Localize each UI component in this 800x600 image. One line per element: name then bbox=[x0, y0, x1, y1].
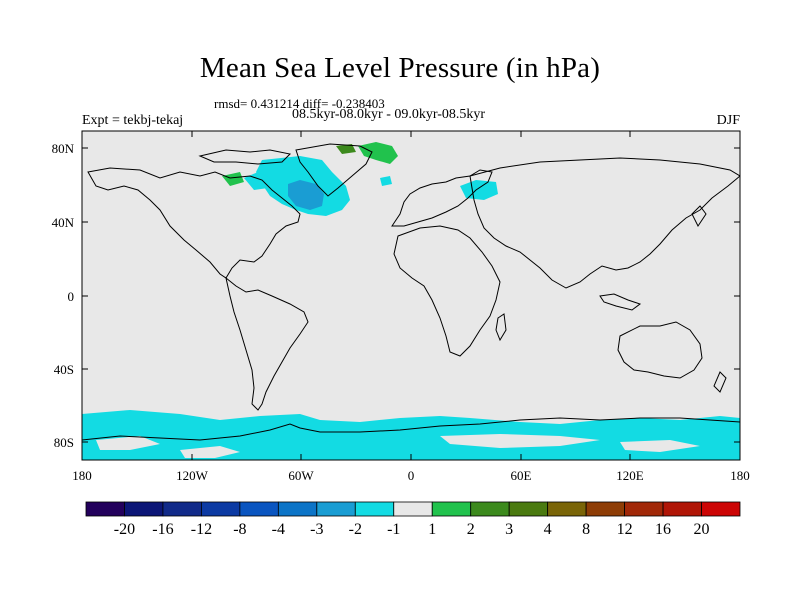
lon-label-60w: 60W bbox=[288, 468, 314, 483]
coast-asia bbox=[469, 157, 740, 289]
colorbar-label: -4 bbox=[272, 521, 285, 538]
colorbar-label: -8 bbox=[233, 521, 246, 538]
colorbar-swatch bbox=[201, 501, 241, 517]
colorbar-swatch bbox=[85, 501, 125, 517]
lon-label-0: 0 bbox=[408, 468, 415, 483]
colorbar-label: 8 bbox=[582, 521, 590, 538]
colorbar-label: -12 bbox=[191, 521, 212, 538]
lon-label-120e: 120E bbox=[616, 468, 644, 483]
colorbar-label: 16 bbox=[655, 521, 671, 538]
colorbar bbox=[85, 501, 741, 517]
coast-europe bbox=[391, 169, 493, 227]
southern-gap-1 bbox=[440, 434, 600, 448]
colorbar-label: 4 bbox=[544, 521, 552, 538]
coast-new-zealand bbox=[713, 371, 727, 393]
lon-label-180-right: 180 bbox=[730, 468, 750, 483]
lat-label-80n: 80N bbox=[52, 141, 75, 156]
season-label: DJF bbox=[716, 113, 740, 128]
chart-title: Mean Sea Level Pressure (in hPa) bbox=[199, 52, 601, 84]
colorbar-swatch bbox=[239, 501, 279, 517]
colorbar-swatch bbox=[508, 501, 549, 517]
lat-label-40n: 40N bbox=[52, 215, 75, 230]
coast-madagascar bbox=[495, 313, 507, 342]
colorbar-label: -1 bbox=[387, 521, 400, 538]
lat-label-0: 0 bbox=[68, 289, 75, 304]
colorbar-swatch bbox=[162, 501, 202, 517]
colorbar-swatch bbox=[124, 501, 164, 517]
anomaly-arctic-green bbox=[222, 172, 244, 186]
colorbar-swatch bbox=[277, 501, 318, 517]
pressure-anomaly-fields bbox=[82, 142, 740, 460]
anomaly-southern-ocean-cyan bbox=[82, 410, 740, 460]
map-background bbox=[82, 131, 740, 460]
coast-antarctica bbox=[82, 417, 740, 441]
coast-greenland bbox=[295, 143, 373, 197]
colorbar-swatch bbox=[431, 501, 472, 517]
lon-label-180-left: 180 bbox=[72, 468, 92, 483]
anomaly-greenland-green bbox=[358, 142, 398, 164]
colorbar-swatch bbox=[354, 501, 395, 517]
lon-ticks bbox=[81, 131, 741, 460]
coast-australia bbox=[617, 321, 703, 379]
colorbar-label: 20 bbox=[694, 521, 710, 538]
colorbar-label: 1 bbox=[428, 521, 436, 538]
lon-label-120w: 120W bbox=[176, 468, 209, 483]
coast-japan bbox=[691, 205, 707, 227]
anomaly-eurasia-cyan bbox=[460, 180, 498, 200]
colorbar-label: -2 bbox=[349, 521, 362, 538]
stats-line: rmsd= 0.431214 diff= -0.238403 bbox=[214, 96, 385, 111]
lon-label-60e: 60E bbox=[511, 468, 532, 483]
colorbar-swatch bbox=[547, 501, 587, 517]
coast-se-asia bbox=[599, 293, 642, 311]
colorbar-swatch bbox=[585, 501, 625, 517]
colorbar-swatch bbox=[624, 501, 664, 517]
colorbar-label: -20 bbox=[114, 521, 135, 538]
coastlines bbox=[82, 143, 740, 441]
lat-label-80s: 80S bbox=[54, 435, 74, 450]
colorbar-swatch bbox=[393, 501, 433, 517]
coast-africa bbox=[393, 225, 501, 357]
colorbar-label: 12 bbox=[617, 521, 633, 538]
colorbar-swatch bbox=[701, 501, 741, 517]
colorbar-swatch bbox=[316, 501, 356, 517]
colorbar-label: 3 bbox=[505, 521, 513, 538]
lat-label-40s: 40S bbox=[54, 362, 74, 377]
lat-ticks bbox=[82, 147, 740, 443]
southern-gap-3 bbox=[96, 436, 160, 450]
coast-arctic-islands bbox=[198, 149, 292, 165]
southern-gap-2 bbox=[620, 440, 700, 452]
coast-south-america bbox=[225, 276, 309, 411]
colorbar-label: -16 bbox=[152, 521, 173, 538]
anomaly-atlantic-small bbox=[380, 176, 392, 186]
colorbar-swatch bbox=[470, 501, 510, 517]
colorbar-label: -3 bbox=[310, 521, 323, 538]
coast-north-america bbox=[87, 167, 301, 279]
southern-gap-4 bbox=[180, 446, 240, 458]
anomaly-north-atlantic-core bbox=[288, 180, 324, 210]
period-line: 08.5kyr-08.0kyr - 09.0kyr-08.5kyr bbox=[292, 107, 486, 122]
colorbar-swatch bbox=[662, 501, 702, 517]
colorbar-label: 2 bbox=[467, 521, 475, 538]
experiment-label: Expt = tekbj-tekaj bbox=[82, 113, 184, 128]
colorbar-labels: -20 -16 -12 -8 -4 -3 -2 -1 1 2 3 4 8 12 16 20 bbox=[114, 521, 710, 538]
anomaly-arctic-green-2 bbox=[336, 144, 356, 154]
